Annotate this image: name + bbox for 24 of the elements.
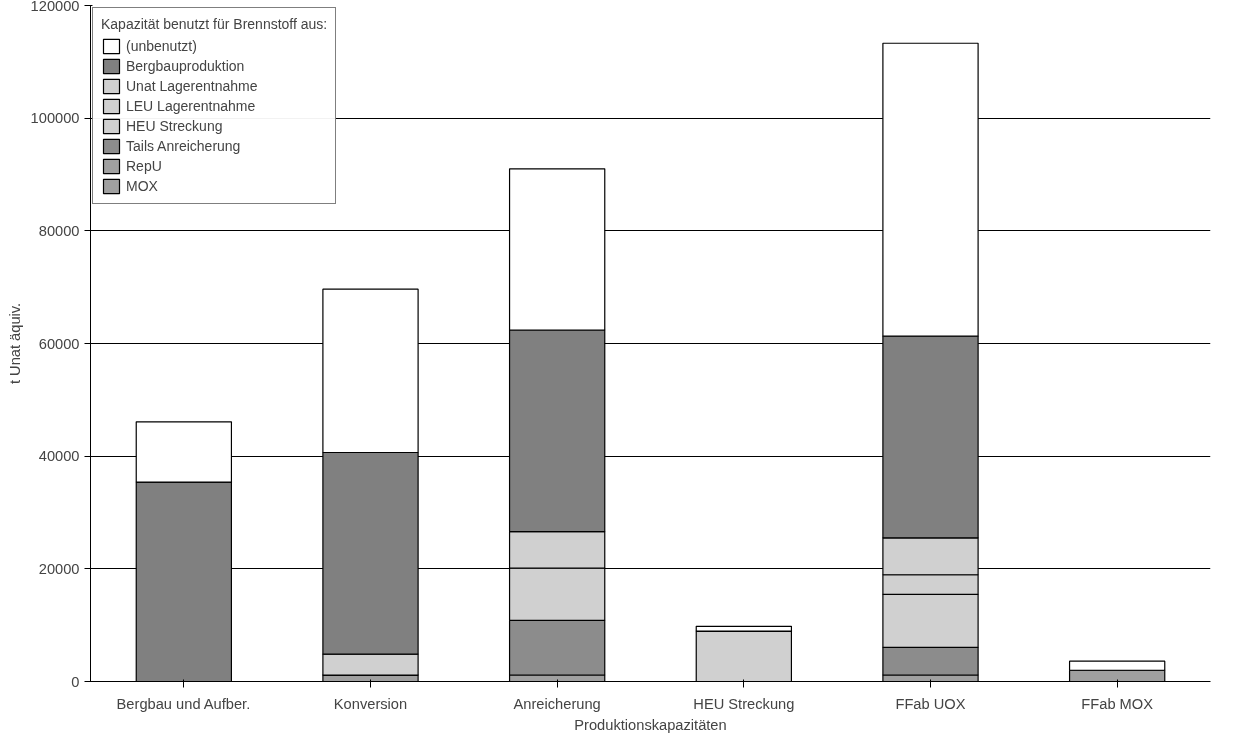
x-tick-label: Anreicherung <box>513 695 601 712</box>
y-tick-label: 60000 <box>38 335 80 352</box>
x-tick-label: FFab UOX <box>895 695 966 712</box>
legend-label: RepU <box>126 158 162 174</box>
legend-label: (unbenutzt) <box>126 38 197 54</box>
y-tick-label: 40000 <box>38 448 80 465</box>
y-tick-label: 80000 <box>38 222 80 239</box>
legend-label: MOX <box>126 178 158 194</box>
x-tick-label: FFab MOX <box>1081 695 1154 712</box>
y-tick-label: 100000 <box>30 110 80 127</box>
y-tick-label: 120000 <box>30 0 80 14</box>
y-tick-label: 0 <box>71 673 80 690</box>
y-tick-label: 20000 <box>38 560 80 577</box>
legend-label: LEU Lagerentnahme <box>126 98 256 114</box>
legend-label: Tails Anreicherung <box>126 138 241 154</box>
legend-label: HEU Streckung <box>126 118 223 134</box>
legend-title: Kapazität benutzt für Brennstoff aus: <box>101 16 328 32</box>
legend-label: Bergbauproduktion <box>126 58 245 74</box>
x-tick-label: Konversion <box>333 695 408 712</box>
x-tick-label: HEU Streckung <box>693 695 795 712</box>
legend-label: Unat Lagerentnahme <box>126 78 258 94</box>
x-axis-title: Produktionskapazitäten <box>574 716 727 733</box>
y-axis-title: t Unat äquiv. <box>6 302 23 385</box>
x-tick-label: Bergbau und Aufber. <box>116 695 251 712</box>
